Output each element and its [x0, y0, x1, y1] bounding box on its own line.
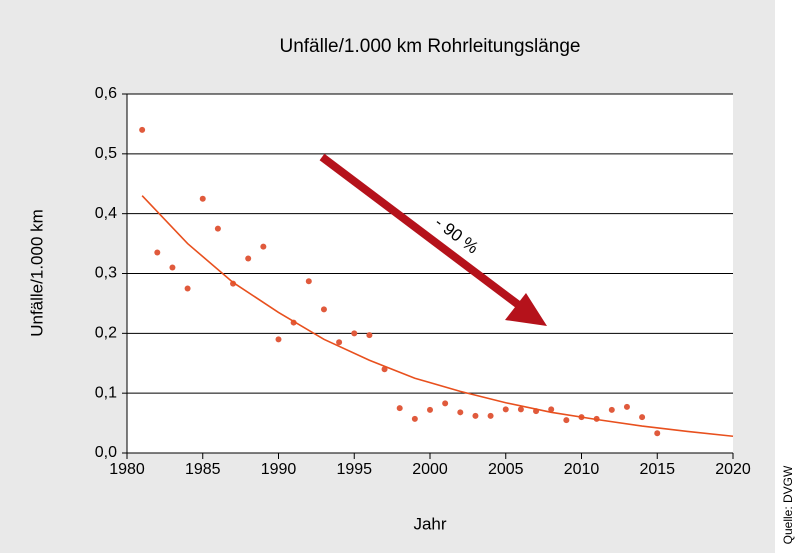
point — [502, 406, 509, 413]
x-tick-label: 2020 — [715, 461, 751, 478]
x-tick-label: 2005 — [488, 461, 524, 478]
x-tick-label: 1980 — [109, 461, 145, 478]
point — [184, 285, 191, 292]
y-tick-label: 0,5 — [95, 145, 117, 162]
point — [472, 412, 479, 419]
point — [336, 339, 343, 346]
point — [260, 243, 267, 250]
x-tick-label: 2015 — [639, 461, 675, 478]
y-tick-label: 0,2 — [95, 325, 117, 342]
point — [396, 405, 403, 412]
source: Quelle: DVGW — [781, 465, 795, 544]
y-tick-label: 0,1 — [95, 384, 117, 401]
point — [411, 415, 418, 422]
chart-title: Unfälle/1.000 km Rohrleitungslänge — [279, 36, 580, 57]
x-tick-label: 2000 — [412, 461, 448, 478]
point — [623, 403, 630, 410]
x-axis-label: Jahr — [413, 514, 446, 533]
y-tick-label: 0,0 — [95, 444, 117, 461]
point — [548, 406, 555, 413]
arrow-shaft — [319, 153, 523, 310]
point — [154, 249, 161, 256]
point — [320, 306, 327, 313]
point — [245, 255, 252, 262]
x-tick-label: 1995 — [336, 461, 372, 478]
y-axis-label: Unfälle/1.000 km — [27, 209, 46, 337]
y-tick-label: 0,4 — [95, 205, 117, 222]
x-tick-label: 2010 — [564, 461, 600, 478]
point — [199, 195, 206, 202]
x-tick-label: 1990 — [261, 461, 297, 478]
point — [457, 409, 464, 416]
point — [351, 330, 358, 337]
point — [487, 412, 494, 419]
arrow-head — [505, 293, 547, 326]
point — [381, 366, 388, 373]
point — [139, 126, 146, 133]
point — [427, 406, 433, 413]
y-tick-label: 0,6 — [95, 85, 117, 102]
point — [654, 430, 661, 437]
point — [169, 264, 176, 271]
y-tick-label: 0,3 — [95, 265, 117, 282]
point — [275, 336, 282, 343]
point — [517, 406, 524, 413]
point — [442, 400, 449, 407]
trend-line — [141, 195, 734, 438]
x-tick-label: 1985 — [185, 461, 221, 478]
point — [214, 225, 221, 232]
point — [366, 332, 373, 339]
point — [305, 278, 312, 285]
point — [639, 414, 646, 421]
point — [608, 406, 615, 413]
point — [563, 417, 570, 424]
